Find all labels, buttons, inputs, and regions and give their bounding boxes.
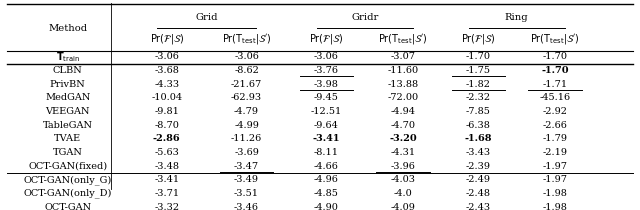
Text: -4.85: -4.85	[314, 189, 339, 198]
Text: -4.99: -4.99	[234, 121, 259, 130]
Text: -10.04: -10.04	[151, 93, 182, 102]
Text: TGAN: TGAN	[53, 148, 83, 157]
Text: TableGAN: TableGAN	[43, 121, 93, 130]
Text: -3.41: -3.41	[154, 175, 179, 184]
Text: -3.43: -3.43	[466, 148, 491, 157]
Text: -2.43: -2.43	[466, 203, 491, 210]
Text: -5.63: -5.63	[154, 148, 179, 157]
Text: -3.76: -3.76	[314, 66, 339, 75]
Text: Grid: Grid	[195, 13, 218, 22]
Text: -4.33: -4.33	[154, 80, 179, 89]
Text: OCT-GAN(only_G): OCT-GAN(only_G)	[24, 175, 112, 185]
Text: -1.70: -1.70	[466, 52, 491, 61]
Text: -2.49: -2.49	[466, 175, 491, 184]
Text: -4.79: -4.79	[234, 107, 259, 116]
Text: -3.41: -3.41	[312, 134, 340, 143]
Text: TVAE: TVAE	[54, 134, 81, 143]
Text: -4.96: -4.96	[314, 175, 339, 184]
Text: $\Pr(\mathrm{T}_{\mathrm{test}}|\mathcal{S}')$: $\Pr(\mathrm{T}_{\mathrm{test}}|\mathcal…	[378, 32, 428, 46]
Text: -1.82: -1.82	[466, 80, 491, 89]
Text: -3.07: -3.07	[390, 52, 415, 61]
Text: -3.49: -3.49	[234, 175, 259, 184]
Text: -3.69: -3.69	[234, 148, 259, 157]
Text: -3.98: -3.98	[314, 80, 339, 89]
Text: -2.86: -2.86	[153, 134, 180, 143]
Text: -6.38: -6.38	[466, 121, 491, 130]
Text: -12.51: -12.51	[311, 107, 342, 116]
Text: OCT-GAN(fixed): OCT-GAN(fixed)	[28, 162, 108, 171]
Text: OCT-GAN: OCT-GAN	[44, 203, 92, 210]
Text: $\Pr(\mathcal{F}|\mathcal{S})$: $\Pr(\mathcal{F}|\mathcal{S})$	[461, 32, 495, 46]
Text: -1.97: -1.97	[543, 175, 568, 184]
Text: -1.79: -1.79	[543, 134, 568, 143]
Text: -3.96: -3.96	[390, 162, 415, 171]
Text: -45.16: -45.16	[540, 93, 571, 102]
Text: -2.39: -2.39	[466, 162, 491, 171]
Text: -3.06: -3.06	[314, 52, 339, 61]
Text: -3.06: -3.06	[154, 52, 179, 61]
Text: -4.94: -4.94	[390, 107, 415, 116]
Text: -3.20: -3.20	[389, 134, 417, 143]
Text: -4.90: -4.90	[314, 203, 339, 210]
Text: -21.67: -21.67	[231, 80, 262, 89]
Text: $\mathbf{T}_{\mathrm{train}}$: $\mathbf{T}_{\mathrm{train}}$	[56, 50, 80, 64]
Text: -11.60: -11.60	[387, 66, 419, 75]
Text: $\Pr(\mathrm{T}_{\mathrm{test}}|\mathcal{S}')$: $\Pr(\mathrm{T}_{\mathrm{test}}|\mathcal…	[530, 32, 580, 46]
Text: -72.00: -72.00	[387, 93, 419, 102]
Text: -1.68: -1.68	[465, 134, 492, 143]
Text: -3.06: -3.06	[234, 52, 259, 61]
Text: -8.70: -8.70	[154, 121, 179, 130]
Text: Method: Method	[48, 24, 87, 33]
Text: -1.98: -1.98	[543, 189, 568, 198]
Text: -62.93: -62.93	[231, 93, 262, 102]
Text: OCT-GAN(only_D): OCT-GAN(only_D)	[24, 189, 112, 198]
Text: -9.81: -9.81	[154, 107, 179, 116]
Text: -1.97: -1.97	[543, 162, 568, 171]
Text: Gridr: Gridr	[351, 13, 378, 22]
Text: -1.75: -1.75	[466, 66, 491, 75]
Text: -3.47: -3.47	[234, 162, 259, 171]
Text: -4.70: -4.70	[390, 121, 415, 130]
Text: -4.31: -4.31	[390, 148, 415, 157]
Text: -3.71: -3.71	[154, 189, 179, 198]
Text: $\Pr(\mathcal{F}|\mathcal{S})$: $\Pr(\mathcal{F}|\mathcal{S})$	[309, 32, 344, 46]
Text: $\Pr(\mathcal{F}|\mathcal{S})$: $\Pr(\mathcal{F}|\mathcal{S})$	[150, 32, 184, 46]
Text: MedGAN: MedGAN	[45, 93, 90, 102]
Text: -3.68: -3.68	[154, 66, 179, 75]
Text: -3.46: -3.46	[234, 203, 259, 210]
Text: -4.0: -4.0	[394, 189, 412, 198]
Text: -1.70: -1.70	[543, 52, 568, 61]
Text: -2.92: -2.92	[543, 107, 568, 116]
Text: Ring: Ring	[505, 13, 529, 22]
Text: -2.19: -2.19	[543, 148, 568, 157]
Text: -3.32: -3.32	[154, 203, 179, 210]
Text: -7.85: -7.85	[466, 107, 491, 116]
Text: -1.71: -1.71	[543, 80, 568, 89]
Text: -1.98: -1.98	[543, 203, 568, 210]
Text: -13.88: -13.88	[387, 80, 419, 89]
Text: -3.51: -3.51	[234, 189, 259, 198]
Text: -2.66: -2.66	[543, 121, 568, 130]
Text: -4.66: -4.66	[314, 162, 339, 171]
Text: VEEGAN: VEEGAN	[45, 107, 90, 116]
Text: $\Pr(\mathrm{T}_{\mathrm{test}}|\mathcal{S}')$: $\Pr(\mathrm{T}_{\mathrm{test}}|\mathcal…	[221, 32, 271, 46]
Text: -4.09: -4.09	[390, 203, 415, 210]
Text: -1.70: -1.70	[541, 66, 569, 75]
Text: -8.62: -8.62	[234, 66, 259, 75]
Text: -8.11: -8.11	[314, 148, 339, 157]
Text: -2.48: -2.48	[466, 189, 491, 198]
Text: -9.45: -9.45	[314, 93, 339, 102]
Text: PrivBN: PrivBN	[50, 80, 86, 89]
Text: -3.48: -3.48	[154, 162, 179, 171]
Text: -9.64: -9.64	[314, 121, 339, 130]
Text: CLBN: CLBN	[53, 66, 83, 75]
Text: -11.26: -11.26	[231, 134, 262, 143]
Text: -4.03: -4.03	[390, 175, 415, 184]
Text: -2.32: -2.32	[466, 93, 491, 102]
